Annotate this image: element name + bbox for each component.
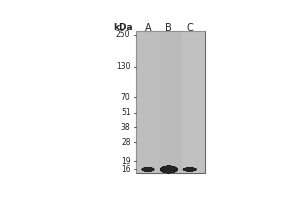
Text: 130: 130 [116, 62, 130, 71]
Ellipse shape [184, 168, 195, 171]
Text: 250: 250 [116, 30, 130, 39]
Ellipse shape [183, 168, 197, 171]
Ellipse shape [143, 167, 153, 172]
Ellipse shape [162, 166, 175, 173]
Ellipse shape [142, 167, 154, 172]
Ellipse shape [142, 167, 154, 172]
Ellipse shape [162, 166, 176, 173]
Ellipse shape [161, 166, 176, 173]
Ellipse shape [183, 168, 196, 171]
Ellipse shape [183, 168, 196, 171]
Ellipse shape [160, 166, 178, 173]
Ellipse shape [161, 166, 177, 173]
Ellipse shape [183, 168, 196, 171]
Text: 70: 70 [121, 93, 130, 102]
Bar [136, 31, 159, 173]
Ellipse shape [184, 168, 195, 171]
Ellipse shape [143, 167, 153, 172]
Ellipse shape [160, 166, 178, 173]
Ellipse shape [184, 168, 196, 171]
Text: kDa: kDa [114, 23, 133, 32]
Ellipse shape [184, 168, 195, 171]
Ellipse shape [183, 168, 196, 171]
Ellipse shape [142, 167, 153, 172]
Ellipse shape [142, 167, 154, 172]
Ellipse shape [161, 166, 177, 173]
Ellipse shape [160, 166, 177, 173]
Ellipse shape [183, 168, 197, 171]
Ellipse shape [142, 167, 154, 172]
Ellipse shape [162, 166, 175, 173]
Text: A: A [145, 23, 151, 33]
Ellipse shape [183, 168, 196, 171]
Ellipse shape [161, 166, 176, 173]
Text: 28: 28 [121, 138, 130, 147]
Text: 51: 51 [121, 108, 130, 117]
Text: 19: 19 [121, 157, 130, 166]
Ellipse shape [184, 168, 196, 171]
Ellipse shape [183, 168, 196, 171]
Ellipse shape [161, 166, 177, 173]
Ellipse shape [183, 168, 197, 171]
Ellipse shape [184, 168, 196, 171]
Ellipse shape [160, 166, 178, 173]
Ellipse shape [142, 167, 154, 172]
Ellipse shape [160, 166, 177, 173]
Bar [136, 31, 205, 173]
Ellipse shape [184, 168, 196, 171]
Ellipse shape [143, 167, 153, 172]
Ellipse shape [142, 167, 154, 172]
Text: 16: 16 [121, 165, 130, 174]
Ellipse shape [143, 167, 153, 172]
Ellipse shape [143, 167, 153, 172]
Ellipse shape [162, 166, 175, 173]
Ellipse shape [142, 167, 154, 172]
Ellipse shape [142, 167, 154, 172]
Ellipse shape [142, 167, 154, 172]
Ellipse shape [160, 166, 177, 173]
Ellipse shape [184, 168, 196, 171]
Ellipse shape [142, 167, 154, 172]
Ellipse shape [184, 168, 196, 171]
Text: B: B [166, 23, 172, 33]
Bar [159, 31, 182, 173]
Ellipse shape [142, 167, 154, 172]
Ellipse shape [183, 168, 196, 171]
Ellipse shape [183, 168, 197, 171]
Ellipse shape [183, 168, 196, 171]
Ellipse shape [161, 166, 176, 173]
Bar [182, 31, 205, 173]
Ellipse shape [142, 167, 154, 172]
Ellipse shape [161, 166, 176, 173]
Ellipse shape [142, 167, 154, 172]
Ellipse shape [142, 167, 154, 172]
Ellipse shape [160, 166, 177, 173]
Text: C: C [186, 23, 193, 33]
Ellipse shape [160, 166, 178, 173]
Ellipse shape [184, 168, 196, 171]
Ellipse shape [143, 167, 153, 172]
Ellipse shape [160, 166, 178, 173]
Ellipse shape [160, 166, 177, 173]
Ellipse shape [142, 167, 153, 172]
Ellipse shape [142, 167, 154, 172]
Ellipse shape [162, 166, 176, 173]
Ellipse shape [161, 166, 177, 173]
Ellipse shape [184, 168, 195, 171]
Ellipse shape [142, 167, 154, 172]
Ellipse shape [184, 168, 196, 171]
Text: 38: 38 [121, 123, 130, 132]
Ellipse shape [162, 166, 175, 173]
Ellipse shape [183, 168, 197, 171]
Ellipse shape [142, 167, 154, 172]
Ellipse shape [160, 166, 177, 173]
